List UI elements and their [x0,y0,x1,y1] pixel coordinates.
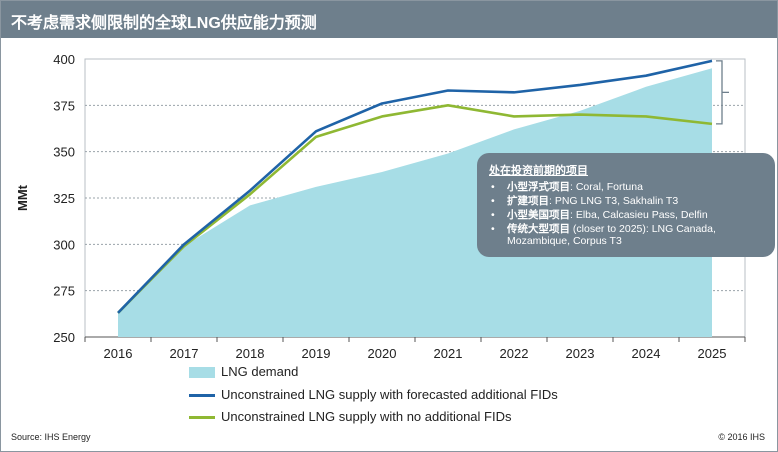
gap-bracket [716,60,723,125]
legend-swatch-no-fid [189,416,215,419]
x-tick-label: 2018 [236,346,265,361]
x-tick-label: 2017 [170,346,199,361]
callout-item: • 小型浮式项目: Coral, Fortuna [491,181,643,193]
y-tick-label: 300 [53,237,75,252]
callout-item: • 扩建项目: PNG LNG T3, Sakhalin T3 [491,195,679,207]
x-tick-label: 2019 [302,346,331,361]
x-tick-label: 2020 [368,346,397,361]
x-tick-label: 2023 [566,346,595,361]
x-tick-label: 2024 [632,346,661,361]
y-tick-label: 375 [53,98,75,113]
x-tick-label: 2025 [698,346,727,361]
source-note: Source: IHS Energy [11,432,91,442]
x-tick-label: 2022 [500,346,529,361]
callout-title: 处在投资前期的项目 [489,165,588,177]
callout-item-continuation: Mozambique, Corpus T3 [507,235,622,247]
y-tick-label: 250 [53,330,75,345]
copyright-note: © 2016 IHS [718,432,765,442]
y-tick-label: 400 [53,52,75,67]
x-tick-label: 2016 [104,346,133,361]
x-tick-label: 2021 [434,346,463,361]
y-tick-label: 275 [53,284,75,299]
callout-box: 处在投资前期的项目 • 小型浮式项目: Coral, Fortuna • 扩建项目:… [477,153,775,257]
y-tick-label: 325 [53,191,75,206]
series-area-lng-demand [118,68,712,338]
callout-item: • 传统大型项目 (closer to 2025): LNG Canada, [491,223,716,235]
y-axis-label: MMt [15,184,30,211]
legend-swatch-forecasted [189,394,215,397]
chart-title: 不考虑需求侧限制的全球LNG供应能力预测 [11,15,317,32]
legend-swatch-demand [189,367,215,378]
y-tick-label: 350 [53,145,75,160]
series-line-no-additional-fids [117,104,713,314]
title-bar: 不考虑需求侧限制的全球LNG供应能力预测 [1,1,777,38]
series-line-forecasted-fids [117,59,713,314]
callout-item: • 小型美国项目: Elba, Calcasieu Pass, Delfin [491,209,708,221]
